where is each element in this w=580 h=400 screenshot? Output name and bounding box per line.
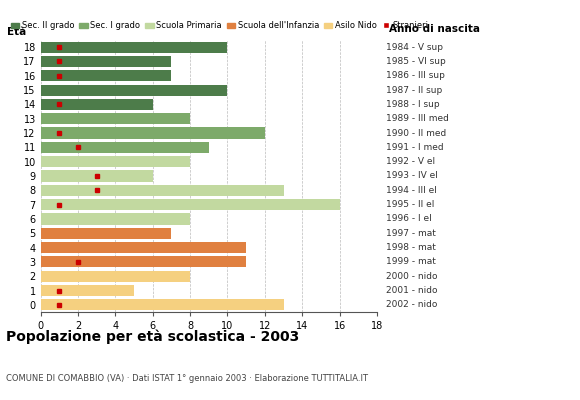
Bar xyxy=(41,128,265,139)
Text: 1985 - VI sup: 1985 - VI sup xyxy=(386,57,445,66)
Bar xyxy=(41,213,190,224)
Text: 1998 - mat: 1998 - mat xyxy=(386,243,436,252)
Text: 1992 - V el: 1992 - V el xyxy=(386,157,435,166)
Text: Anno di nascita: Anno di nascita xyxy=(389,24,480,34)
Bar xyxy=(41,99,153,110)
Bar xyxy=(41,185,284,196)
Text: 2000 - nido: 2000 - nido xyxy=(386,272,437,281)
Text: 1990 - II med: 1990 - II med xyxy=(386,128,446,138)
Text: 1984 - V sup: 1984 - V sup xyxy=(386,43,443,52)
Text: 1987 - II sup: 1987 - II sup xyxy=(386,86,442,95)
Bar xyxy=(41,242,246,253)
Bar xyxy=(41,84,227,96)
Text: 1999 - mat: 1999 - mat xyxy=(386,257,436,266)
Text: 2002 - nido: 2002 - nido xyxy=(386,300,437,309)
Bar xyxy=(41,70,172,81)
Bar xyxy=(41,228,172,239)
Legend: Sec. II grado, Sec. I grado, Scuola Primaria, Scuola dell'Infanzia, Asilo Nido, : Sec. II grado, Sec. I grado, Scuola Prim… xyxy=(11,21,429,30)
Text: 1997 - mat: 1997 - mat xyxy=(386,229,436,238)
Bar xyxy=(41,285,134,296)
Bar xyxy=(41,256,246,268)
Text: 1989 - III med: 1989 - III med xyxy=(386,114,448,123)
Text: 2001 - nido: 2001 - nido xyxy=(386,286,437,295)
Text: 1991 - I med: 1991 - I med xyxy=(386,143,443,152)
Bar xyxy=(41,42,227,53)
Bar xyxy=(41,156,190,167)
Text: COMUNE DI COMABBIO (VA) · Dati ISTAT 1° gennaio 2003 · Elaborazione TUTTITALIA.I: COMUNE DI COMABBIO (VA) · Dati ISTAT 1° … xyxy=(6,374,368,383)
Text: 1996 - I el: 1996 - I el xyxy=(386,214,432,224)
Bar xyxy=(41,170,153,182)
Text: Popolazione per età scolastica - 2003: Popolazione per età scolastica - 2003 xyxy=(6,330,299,344)
Text: 1993 - IV el: 1993 - IV el xyxy=(386,172,437,180)
Bar xyxy=(41,113,190,124)
Text: 1988 - I sup: 1988 - I sup xyxy=(386,100,439,109)
Text: Età: Età xyxy=(7,27,26,37)
Text: 1994 - III el: 1994 - III el xyxy=(386,186,437,195)
Text: 1986 - III sup: 1986 - III sup xyxy=(386,71,445,80)
Bar xyxy=(41,56,172,67)
Text: 1995 - II el: 1995 - II el xyxy=(386,200,434,209)
Bar xyxy=(41,142,209,153)
Bar xyxy=(41,199,340,210)
Bar xyxy=(41,271,190,282)
Bar xyxy=(41,299,284,310)
